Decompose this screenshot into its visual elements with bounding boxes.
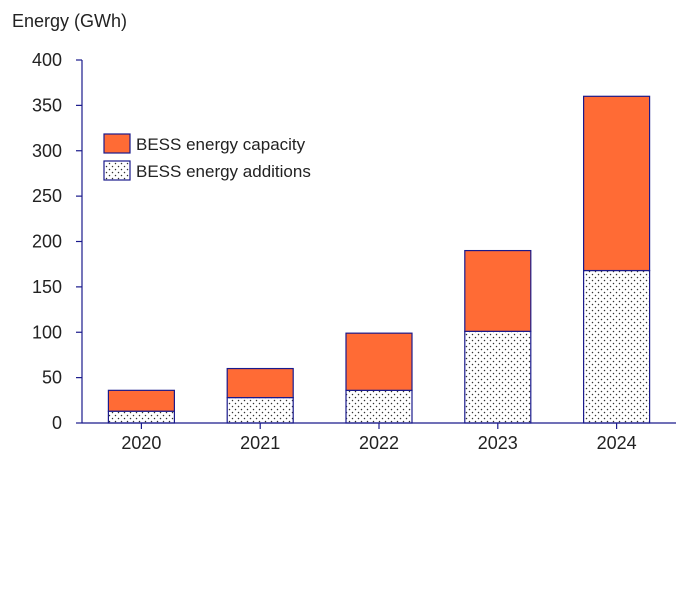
x-tick-label-2023: 2023: [478, 433, 518, 453]
legend: BESS energy capacity BESS energy additio…: [103, 133, 311, 181]
bar-additions-2020: [107, 410, 176, 424]
bar-additions-2021: [226, 396, 294, 424]
legend-label-capacity: BESS energy capacity: [136, 135, 306, 154]
legend-swatch-additions: [103, 160, 131, 181]
x-tick-label-2022: 2022: [359, 433, 399, 453]
y-axis-label: Energy (GWh): [12, 11, 127, 31]
y-tick-label: 0: [52, 413, 62, 433]
y-tick-label: 350: [32, 95, 62, 115]
x-tick-label-2020: 2020: [121, 433, 161, 453]
y-tick-label: 200: [32, 232, 62, 252]
y-tick-label: 250: [32, 186, 62, 206]
bar-additions-2023: [464, 330, 532, 424]
bar-capacity-2022: [345, 332, 413, 391]
y-axis-ticks: 0 50 100 150 200 250 300 350 400: [32, 50, 82, 433]
bars-group: [107, 95, 651, 424]
bar-capacity-2020: [107, 389, 176, 412]
bar-additions-2024: [582, 269, 651, 424]
x-axis-ticks: 2020 2021 2022 2023 2024: [121, 423, 637, 453]
legend-label-additions: BESS energy additions: [136, 162, 311, 181]
x-tick-label-2021: 2021: [240, 433, 280, 453]
x-tick-label-2024: 2024: [597, 433, 637, 453]
y-tick-label: 300: [32, 141, 62, 161]
y-tick-label: 100: [32, 322, 62, 342]
bar-capacity-2024: [582, 95, 651, 272]
bar-capacity-2023: [464, 249, 532, 332]
y-tick-label: 400: [32, 50, 62, 70]
bar-capacity-2021: [226, 367, 294, 399]
bar-additions-2022: [345, 389, 413, 424]
y-tick-label: 50: [42, 368, 62, 388]
y-tick-label: 150: [32, 277, 62, 297]
legend-swatch-capacity: [103, 133, 131, 154]
